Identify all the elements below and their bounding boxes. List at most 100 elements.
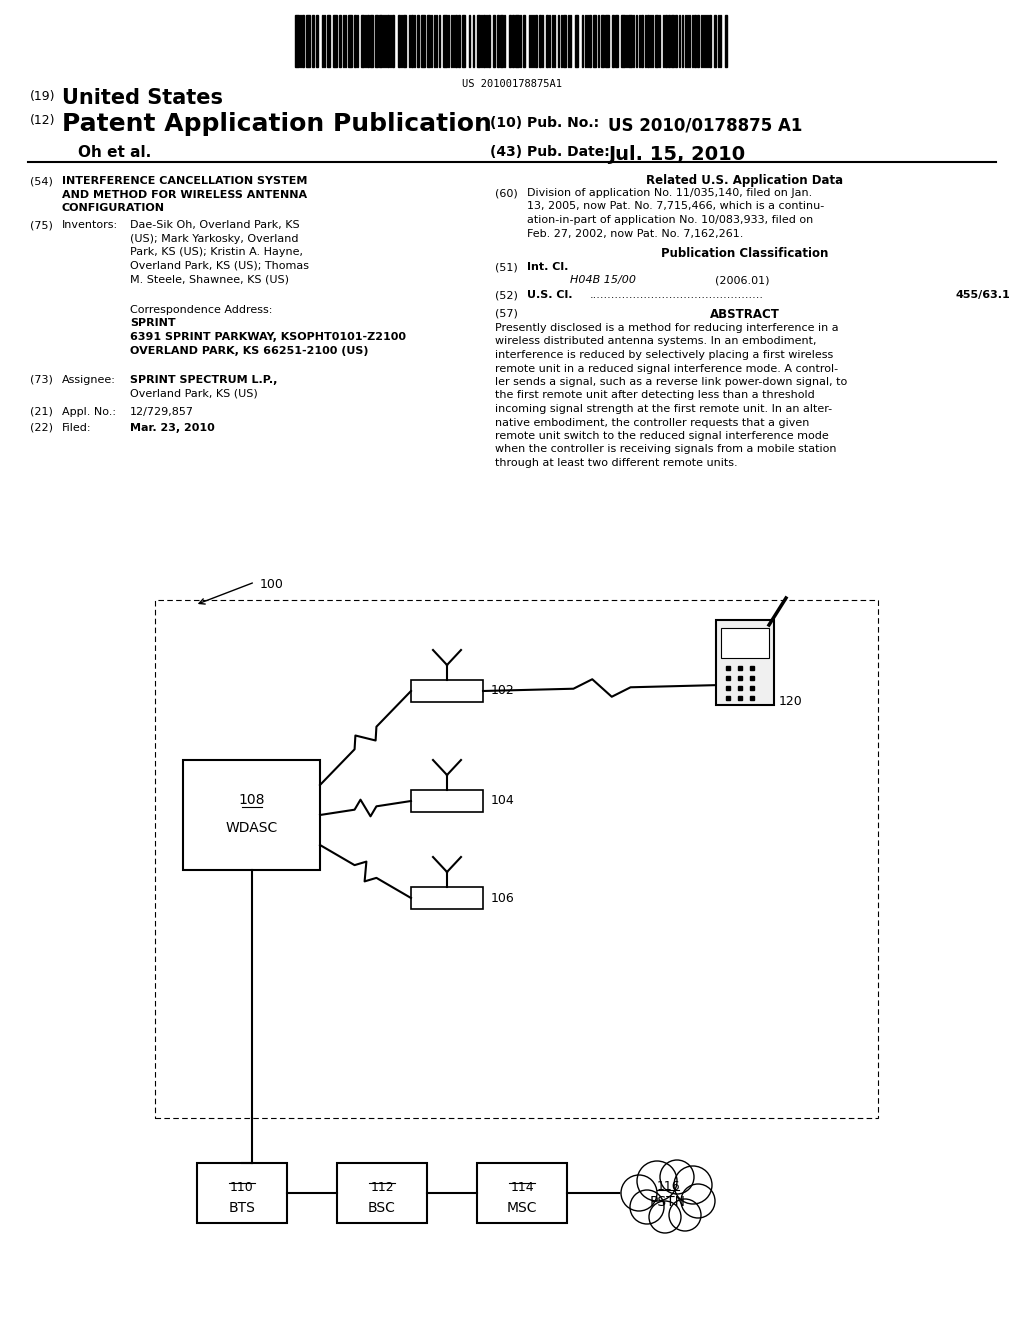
Text: incoming signal strength at the first remote unit. In an alter-: incoming signal strength at the first re…	[495, 404, 833, 414]
Bar	[411, 680, 483, 702]
Text: 12/729,857: 12/729,857	[130, 407, 194, 417]
Text: SPRINT SPECTRUM L.P.,: SPRINT SPECTRUM L.P.,	[130, 375, 278, 385]
Bar	[339, 15, 341, 67]
Text: MSC: MSC	[507, 1201, 538, 1214]
Text: through at least two different remote units.: through at least two different remote un…	[495, 458, 737, 469]
Text: remote unit switch to the reduced signal interference mode: remote unit switch to the reduced signal…	[495, 432, 828, 441]
Text: the first remote unit after detecting less than a threshold: the first remote unit after detecting le…	[495, 391, 815, 400]
Bar	[523, 15, 525, 67]
Text: Jul. 15, 2010: Jul. 15, 2010	[608, 145, 745, 164]
Bar	[628, 15, 632, 67]
Bar	[302, 15, 304, 67]
Text: (10) Pub. No.:: (10) Pub. No.:	[490, 116, 599, 129]
Bar	[593, 15, 596, 67]
Text: Appl. No.:: Appl. No.:	[62, 407, 116, 417]
Bar	[392, 15, 394, 67]
Bar	[493, 15, 495, 67]
Text: (73): (73)	[30, 375, 53, 385]
Text: 455/63.1: 455/63.1	[955, 290, 1010, 300]
Bar	[500, 15, 503, 67]
Text: WDASC: WDASC	[225, 821, 278, 836]
Text: Related U.S. Application Data: Related U.S. Application Data	[646, 174, 844, 187]
Bar	[348, 15, 352, 67]
Text: Presently disclosed is a method for reducing interference in a: Presently disclosed is a method for redu…	[495, 323, 839, 333]
Bar	[411, 15, 413, 67]
Bar	[458, 15, 460, 67]
Text: Oh et al.: Oh et al.	[78, 145, 152, 160]
Text: 108: 108	[239, 793, 265, 807]
Bar	[443, 15, 447, 67]
Text: Dae-Sik Oh, Overland Park, KS: Dae-Sik Oh, Overland Park, KS	[130, 220, 300, 230]
Text: M. Steele, Shawnee, KS (US): M. Steele, Shawnee, KS (US)	[130, 275, 289, 284]
Bar	[675, 15, 677, 67]
Text: 116: 116	[656, 1180, 680, 1193]
Bar	[337, 1163, 427, 1224]
Text: 6391 SPRINT PARKWAY, KSOPHT0101-Z2100: 6391 SPRINT PARKWAY, KSOPHT0101-Z2100	[130, 333, 406, 342]
Bar	[671, 15, 674, 67]
Bar	[367, 15, 369, 67]
Bar	[427, 15, 430, 67]
Bar	[575, 15, 578, 67]
Bar	[477, 15, 480, 67]
Text: United States: United States	[62, 88, 223, 108]
Bar	[615, 15, 618, 67]
Bar	[361, 15, 364, 67]
Text: Patent Application Publication: Patent Application Publication	[62, 112, 492, 136]
Bar	[694, 15, 696, 67]
Text: (21): (21)	[30, 407, 53, 417]
Bar	[535, 15, 537, 67]
Text: remote unit in a reduced signal interference mode. A control-: remote unit in a reduced signal interfer…	[495, 363, 838, 374]
Bar	[605, 15, 609, 67]
Text: (43) Pub. Date:: (43) Pub. Date:	[490, 145, 609, 158]
Text: wireless distributed antenna systems. In an embodiment,: wireless distributed antenna systems. In…	[495, 337, 816, 346]
Bar	[488, 15, 490, 67]
Bar	[455, 15, 457, 67]
Bar	[539, 15, 541, 67]
Bar	[641, 15, 643, 67]
Bar	[411, 789, 483, 812]
Bar	[197, 1163, 287, 1224]
Text: SPRINT: SPRINT	[130, 318, 176, 329]
Text: Mar. 23, 2010: Mar. 23, 2010	[130, 422, 215, 433]
Text: 100: 100	[260, 578, 284, 591]
Text: PSTN: PSTN	[650, 1195, 686, 1209]
Text: Filed:: Filed:	[62, 422, 91, 433]
Text: 104: 104	[490, 795, 515, 808]
Bar	[312, 15, 314, 67]
Circle shape	[630, 1191, 664, 1224]
Text: ler sends a signal, such as a reverse link power-down signal, to: ler sends a signal, such as a reverse li…	[495, 378, 847, 387]
Text: ABSTRACT: ABSTRACT	[710, 308, 780, 321]
Bar	[421, 15, 425, 67]
Text: (75): (75)	[30, 220, 53, 230]
Bar	[647, 15, 649, 67]
Text: OVERLAND PARK, KS 66251-2100 (US): OVERLAND PARK, KS 66251-2100 (US)	[130, 346, 369, 355]
Bar	[515, 15, 519, 67]
Bar	[403, 15, 406, 67]
Circle shape	[660, 1160, 694, 1195]
Bar	[375, 15, 378, 67]
Text: CONFIGURATION: CONFIGURATION	[62, 203, 165, 213]
Text: Assignee:: Assignee:	[62, 375, 116, 385]
Bar	[665, 15, 667, 67]
Text: US 20100178875A1: US 20100178875A1	[462, 79, 562, 88]
Bar	[295, 15, 299, 67]
Bar	[709, 15, 711, 67]
Text: Overland Park, KS (US); Thomas: Overland Park, KS (US); Thomas	[130, 260, 309, 271]
Bar	[497, 15, 499, 67]
Text: U.S. Cl.: U.S. Cl.	[527, 290, 572, 300]
Bar	[316, 15, 318, 67]
Text: Int. Cl.: Int. Cl.	[527, 261, 568, 272]
Text: (52): (52)	[495, 290, 518, 300]
Text: ation-in-part of application No. 10/083,933, filed on: ation-in-part of application No. 10/083,…	[527, 215, 813, 224]
Bar	[379, 15, 382, 67]
Bar	[333, 15, 337, 67]
Bar	[462, 15, 465, 67]
Bar	[714, 15, 716, 67]
Text: 120: 120	[779, 696, 803, 708]
Text: native embodiment, the controller requests that a given: native embodiment, the controller reques…	[495, 417, 809, 428]
Text: (51): (51)	[495, 261, 518, 272]
Bar	[354, 15, 356, 67]
Bar	[411, 887, 483, 909]
Text: (2006.01): (2006.01)	[715, 276, 769, 285]
Text: (22): (22)	[30, 422, 53, 433]
